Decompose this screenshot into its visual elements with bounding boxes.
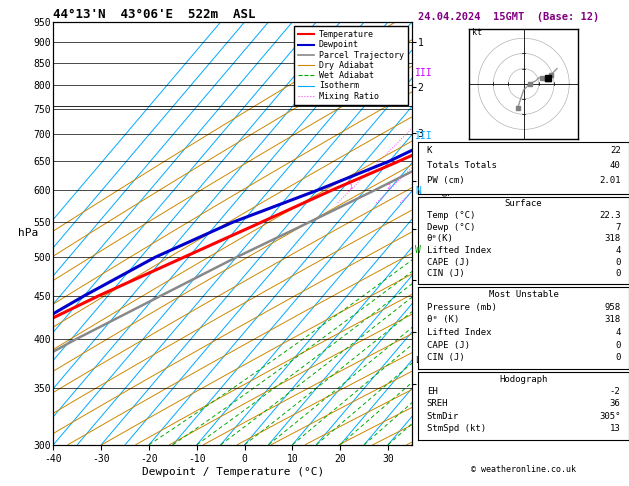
Text: CAPE (J): CAPE (J) <box>426 258 470 267</box>
Text: III: III <box>415 131 433 141</box>
Text: kt: kt <box>472 28 482 37</box>
Text: PW (cm): PW (cm) <box>426 176 464 185</box>
Text: StmDir: StmDir <box>426 412 459 421</box>
Text: CIN (J): CIN (J) <box>426 269 464 278</box>
Text: Surface: Surface <box>505 199 542 208</box>
Legend: Temperature, Dewpoint, Parcel Trajectory, Dry Adiabat, Wet Adiabat, Isotherm, Mi: Temperature, Dewpoint, Parcel Trajectory… <box>294 26 408 105</box>
Text: © weatheronline.co.uk: © weatheronline.co.uk <box>471 465 576 474</box>
Text: 40: 40 <box>610 161 621 171</box>
Text: Temp (°C): Temp (°C) <box>426 211 475 220</box>
Text: K: K <box>426 146 432 156</box>
Text: Dewp (°C): Dewp (°C) <box>426 223 475 232</box>
Text: 7: 7 <box>615 223 621 232</box>
Text: 4: 4 <box>615 328 621 337</box>
Text: Lifted Index: Lifted Index <box>426 328 491 337</box>
Text: 1: 1 <box>348 184 352 191</box>
Text: Lifted Index: Lifted Index <box>426 246 491 255</box>
Text: 0: 0 <box>615 341 621 350</box>
Text: 958: 958 <box>604 303 621 312</box>
Text: N: N <box>415 186 421 196</box>
Text: W: W <box>415 245 421 255</box>
Text: 24.04.2024  15GMT  (Base: 12): 24.04.2024 15GMT (Base: 12) <box>418 12 599 22</box>
Text: Hodograph: Hodograph <box>499 375 548 384</box>
Text: 44°13'N  43°06'E  522m  ASL: 44°13'N 43°06'E 522m ASL <box>53 8 256 21</box>
Text: Totals Totals: Totals Totals <box>426 161 496 171</box>
Text: θᵉ(K): θᵉ(K) <box>426 234 454 243</box>
Text: Pressure (mb): Pressure (mb) <box>426 303 496 312</box>
Text: 4: 4 <box>615 246 621 255</box>
Text: 36: 36 <box>610 399 621 408</box>
Text: 2: 2 <box>387 184 391 191</box>
Text: 0: 0 <box>615 353 621 363</box>
Text: III: III <box>415 68 433 78</box>
Text: CAPE (J): CAPE (J) <box>426 341 470 350</box>
Text: θᵉ (K): θᵉ (K) <box>426 315 459 324</box>
Text: 318: 318 <box>604 234 621 243</box>
Text: Most Unstable: Most Unstable <box>489 290 559 299</box>
Text: LCL: LCL <box>416 356 431 365</box>
Text: 318: 318 <box>604 315 621 324</box>
Text: 3: 3 <box>411 184 415 191</box>
Text: 22.3: 22.3 <box>599 211 621 220</box>
Text: StmSpd (kt): StmSpd (kt) <box>426 424 486 433</box>
Text: 0: 0 <box>615 258 621 267</box>
Y-axis label: km
ASL: km ASL <box>426 225 448 242</box>
Text: 13: 13 <box>610 424 621 433</box>
Text: CIN (J): CIN (J) <box>426 353 464 363</box>
Text: 22: 22 <box>610 146 621 156</box>
Text: EH: EH <box>426 387 437 396</box>
Text: 0: 0 <box>615 269 621 278</box>
Text: Mixing Ratio (g/kg): Mixing Ratio (g/kg) <box>441 186 450 281</box>
Text: SREH: SREH <box>426 399 448 408</box>
Text: 2.01: 2.01 <box>599 176 621 185</box>
Text: -2: -2 <box>610 387 621 396</box>
Text: 305°: 305° <box>599 412 621 421</box>
Text: hPa: hPa <box>18 228 38 238</box>
X-axis label: Dewpoint / Temperature (°C): Dewpoint / Temperature (°C) <box>142 467 324 477</box>
